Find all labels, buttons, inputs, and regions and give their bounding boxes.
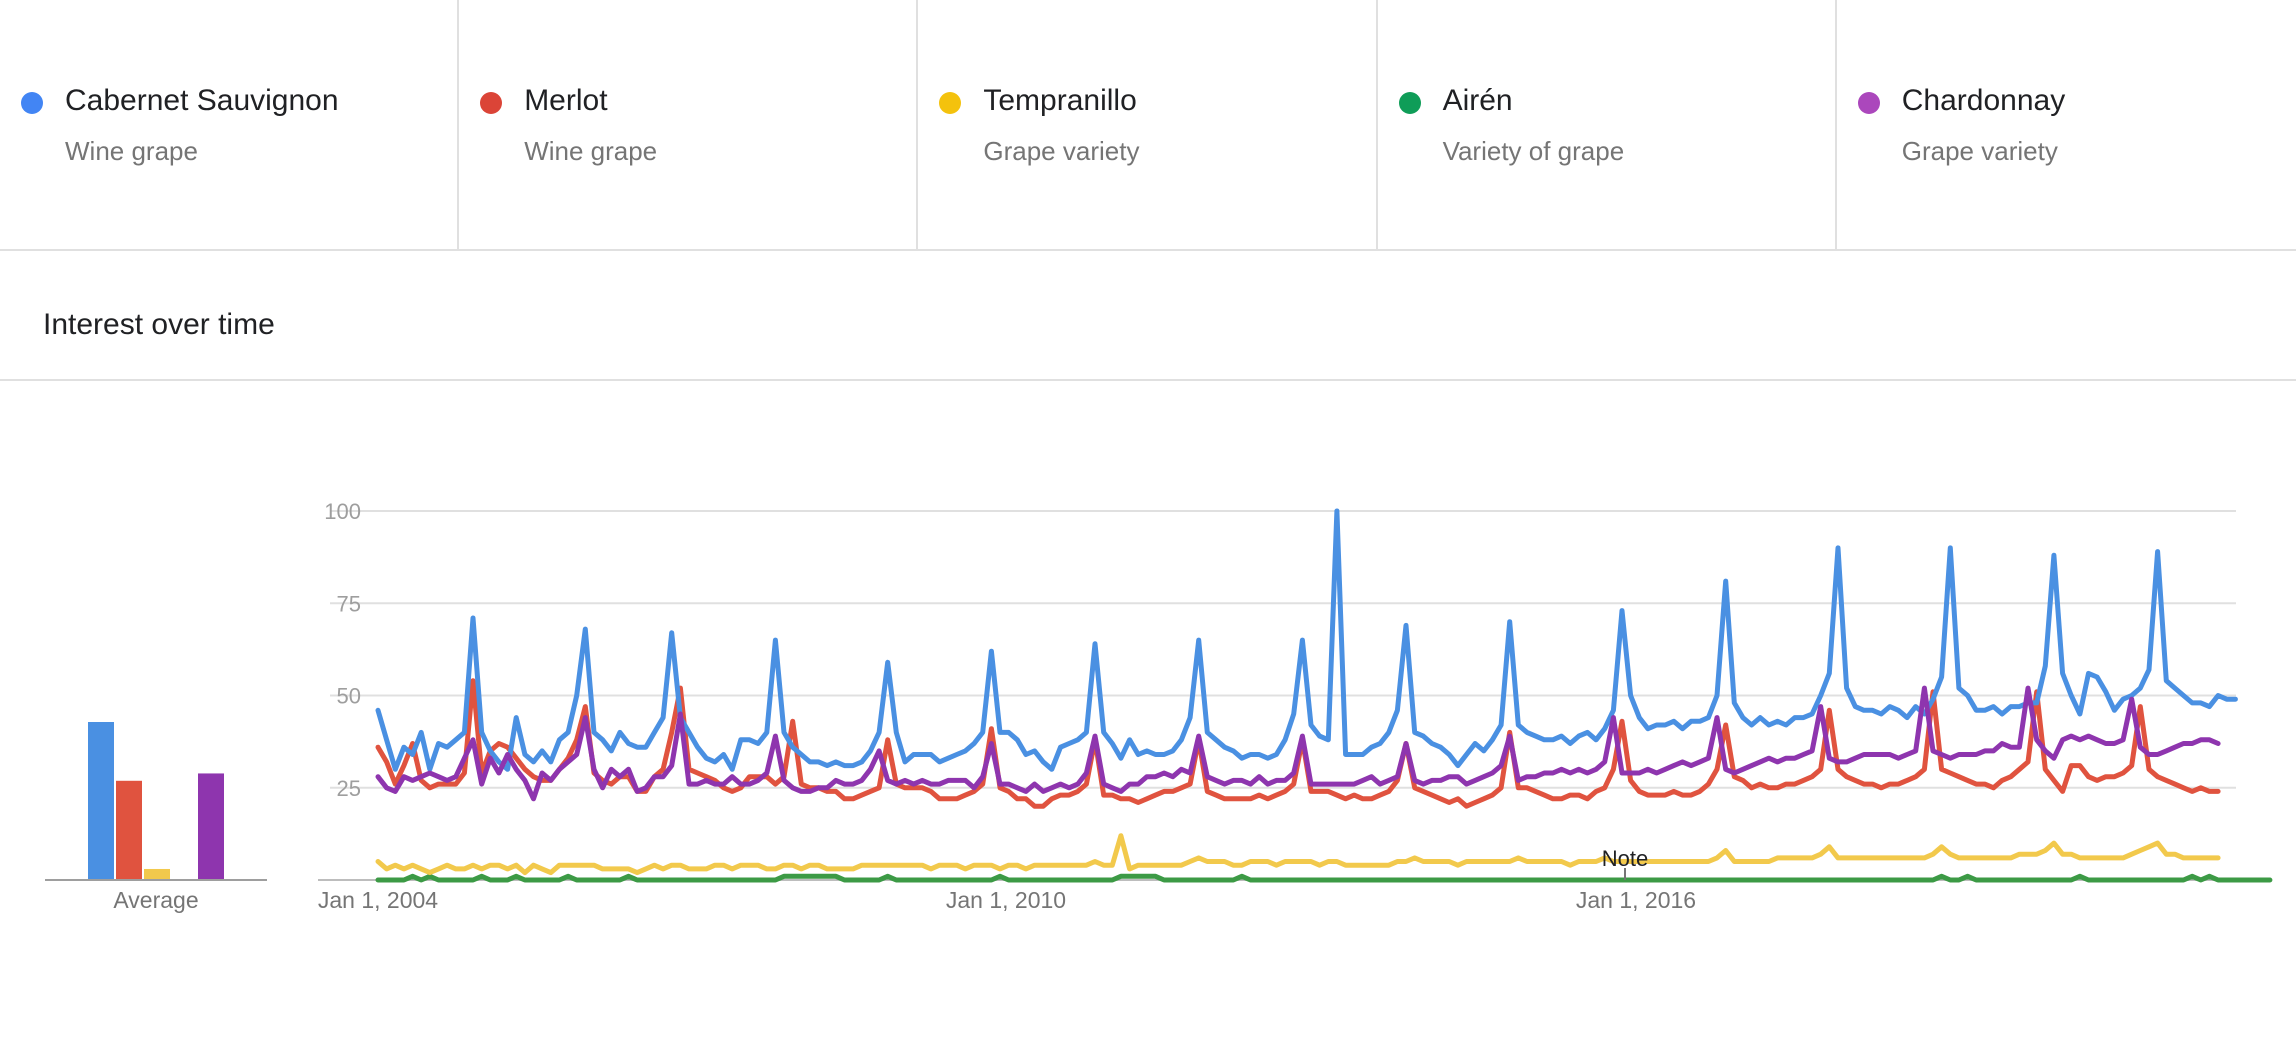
term-name: Tempranillo [983, 84, 1137, 117]
term-card-chardonnay[interactable]: Chardonnay Grape variety [1837, 0, 2296, 249]
term-type: Wine grape [65, 136, 198, 166]
y-tick-label: 75 [337, 591, 361, 616]
series-line-cabernet-sauvignon [375, 508, 2238, 772]
term-type: Variety of grape [1442, 136, 1625, 166]
average-bar[interactable] [116, 780, 142, 880]
x-tick-label: Jan 1, 2016 [1576, 887, 1696, 913]
term-card-cabernet-sauvignon[interactable]: Cabernet Sauvignon Wine grape [0, 0, 460, 249]
term-card-airen[interactable]: Airén Variety of grape [1378, 0, 1837, 249]
term-card-merlot[interactable]: Merlot Wine grape [459, 0, 919, 249]
series-line-air-n [375, 873, 2273, 883]
note-annotation[interactable]: Note [1602, 846, 1648, 880]
average-label: Average [113, 887, 198, 913]
note-label[interactable]: Note [1602, 846, 1648, 871]
term-name: Merlot [524, 84, 608, 117]
term-name: Chardonnay [1901, 84, 2066, 117]
series-color-dot-icon [1398, 92, 1421, 114]
average-bars: Average [45, 722, 267, 913]
term-name: Airén [1442, 84, 1513, 117]
term-type: Wine grape [524, 136, 658, 166]
divider [0, 379, 2296, 381]
term-name: Cabernet Sauvignon [65, 84, 339, 117]
term-type: Grape variety [1901, 136, 2058, 166]
term-type: Grape variety [983, 136, 1140, 166]
y-tick-label: 25 [337, 776, 361, 801]
series-color-dot-icon [21, 92, 43, 114]
series-color-dot-icon [939, 92, 962, 114]
term-card-tempranillo[interactable]: Tempranillo Grape variety [918, 0, 1378, 249]
average-bar[interactable] [88, 722, 114, 880]
series-lines [375, 508, 2273, 883]
y-tick-label: 100 [324, 499, 361, 524]
compare-terms-bar: Cabernet Sauvignon Wine grape Merlot Win… [0, 0, 2296, 251]
series-line-chardonnay [375, 685, 2221, 802]
x-tick-label: Jan 1, 2004 [318, 887, 438, 913]
series-color-dot-icon [480, 92, 503, 114]
series-color-dot-icon [1857, 92, 1880, 114]
average-bar[interactable] [144, 868, 170, 880]
x-tick-label: Jan 1, 2010 [946, 887, 1066, 913]
average-bar[interactable] [198, 773, 224, 880]
series-line-tempranillo [375, 833, 2221, 876]
y-tick-label: 50 [337, 684, 361, 709]
section-title: Interest over time [43, 308, 275, 341]
